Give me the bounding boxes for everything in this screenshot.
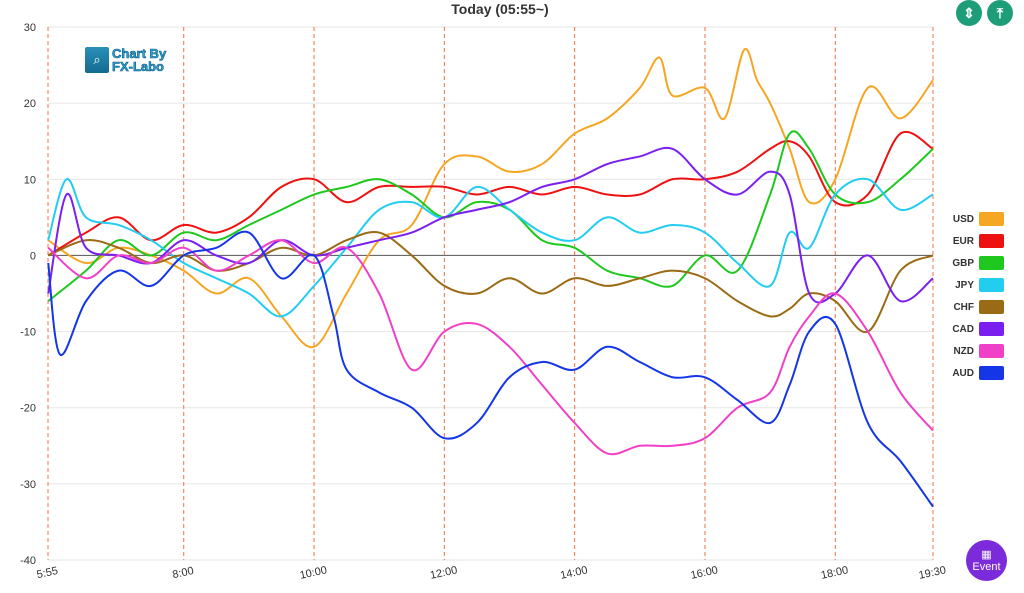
expand-vertical-icon: ⇕ [963,4,975,21]
y-tick-label: 10 [24,174,36,186]
legend-label: NZD [953,345,974,357]
legend-label: CHF [953,301,974,313]
series-line-gbp [47,130,934,302]
logo-chart-icon: ⌕ [85,47,109,73]
calendar-icon: ▦ [981,548,992,561]
y-tick-label: -20 [20,403,36,415]
legend-swatch [979,322,1004,336]
legend-item-chf[interactable]: CHF [940,296,1004,318]
legend-swatch [979,256,1004,270]
legend-label: EUR [952,235,974,247]
legend-item-jpy[interactable]: JPY [940,274,1004,296]
legend-swatch [979,212,1004,226]
y-tick-label: -30 [20,479,36,491]
x-tick-label: 10:00 [299,564,328,581]
chart-grid [47,26,934,561]
logo-text-line1: Chart By [112,46,167,61]
legend-item-nzd[interactable]: NZD [940,340,1004,362]
series-line-jpy [47,177,934,318]
logo: ⌕ Chart By FX-Labo [85,47,166,73]
y-tick-label: -10 [20,327,36,339]
y-tick-label: 0 [30,250,36,262]
event-label: Event [972,560,1001,573]
x-tick-label: 12:00 [429,564,458,581]
event-button[interactable]: ▦ Event [966,540,1007,581]
legend-label: CAD [952,323,974,335]
legend-label: GBP [952,257,974,269]
series-line-aud [47,230,934,508]
legend-swatch [979,234,1004,248]
x-tick-label: 5:55 [36,565,59,581]
legend-item-aud[interactable]: AUD [940,362,1004,384]
y-tick-label: -40 [20,555,36,567]
chart-axes: -40 -30 -20 -10 0 10 20 30 5:55 8:00 10:00 12:00 14:… [20,22,947,582]
chart-series [47,47,934,508]
align-top-icon: ⤒ [996,4,1004,21]
legend-item-eur[interactable]: EUR [940,230,1004,252]
series-line-usd [47,47,934,349]
y-tick-label: 20 [24,98,36,110]
legend-swatch [979,344,1004,358]
line-chart: -40 -30 -20 -10 0 10 20 30 5:55 8:00 10:00 12:00 14:… [20,22,947,582]
x-tick-label: 8:00 [171,565,194,581]
y-tick-label: 30 [24,22,36,34]
series-line-eur [47,130,934,257]
series-line-nzd [47,239,934,456]
series-line-chf [47,231,934,333]
logo-text-line2: FX-Labo [112,59,165,74]
legend-swatch [979,300,1004,314]
legend-swatch [979,278,1004,292]
expand-vertical-button[interactable]: ⇕ [956,0,982,26]
x-tick-label: 14:00 [559,564,588,581]
x-tick-label: 18:00 [820,564,849,581]
chart-title: Today (05:55~) [451,1,549,17]
legend-label: JPY [955,279,974,291]
x-tick-label: 19:30 [918,564,947,581]
legend-label: AUD [952,367,974,379]
legend-item-cad[interactable]: CAD [940,318,1004,340]
legend-item-gbp[interactable]: GBP [940,252,1004,274]
legend-label: USD [952,213,974,225]
x-tick-label: 16:00 [690,564,719,581]
legend-swatch [979,366,1004,380]
chart-legend: USD EUR GBP JPY CHF CAD NZD AUD [940,208,1004,384]
align-top-button[interactable]: ⤒ [987,0,1013,26]
series-line-cad [47,146,934,304]
legend-item-usd[interactable]: USD [940,208,1004,230]
